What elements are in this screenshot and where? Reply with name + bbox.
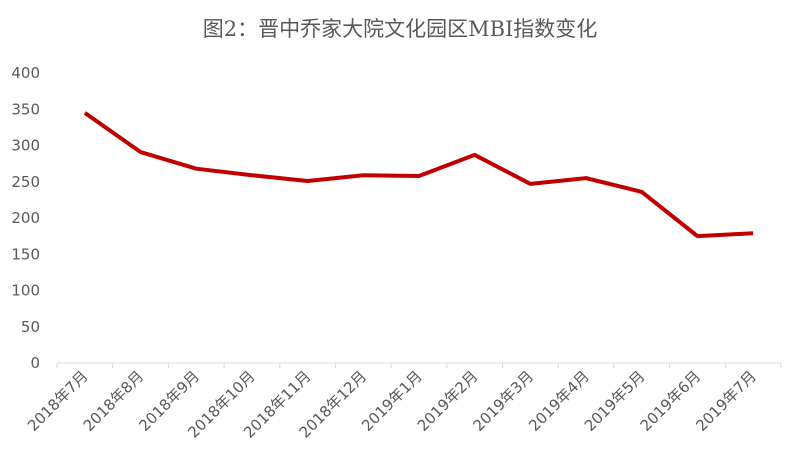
line-series — [83, 111, 754, 239]
y-tick-label: 200 — [11, 209, 40, 227]
y-tick-label: 400 — [11, 64, 40, 82]
y-tick-label: 150 — [11, 245, 40, 263]
y-tick-label: 300 — [11, 137, 40, 155]
y-tick-label: 250 — [11, 173, 40, 191]
y-tick-label: 350 — [11, 100, 40, 118]
y-tick-label: 100 — [11, 282, 40, 300]
x-tick-label: 2019年7月 — [692, 367, 760, 435]
y-tick-label: 50 — [21, 318, 40, 336]
chart-title: 图2：晋中乔家大院文化园区MBI指数变化 — [203, 17, 598, 41]
y-tick-label: 0 — [30, 354, 40, 372]
